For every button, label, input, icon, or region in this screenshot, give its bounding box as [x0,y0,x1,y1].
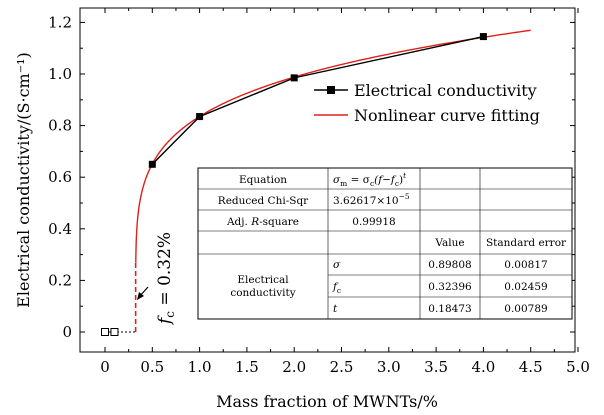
table-value-fc: 0.32396 [428,281,472,293]
data-point [196,113,204,121]
y-tick-label: 0 [62,323,72,341]
y-axis-title: Electrical conductivity/(S·cm⁻¹) [14,52,33,308]
table-col-value: Value [434,237,464,249]
x-tick-label: 1.0 [188,358,212,376]
y-axis-ticks: 0 0.2 0.4 0.6 0.8 1.0 1.2 [48,13,575,341]
table-error-t: 0.00789 [504,303,547,315]
table-error-sigma: 0.00817 [504,259,547,271]
y-tick-label: 0.8 [48,117,72,135]
table-chisq-label: Reduced Chi-Sqr [218,195,309,207]
table-value-sigma: 0.89808 [428,259,471,271]
table-col-error: Standard error [486,237,567,249]
table-param-t: t [333,303,338,315]
table-equation: σm = σc(f−fc)t [333,171,407,188]
x-tick-label: 3.0 [377,358,401,376]
x-tick-label: 4.0 [471,358,495,376]
y-tick-label: 0.2 [48,271,72,289]
legend-label-data: Electrical conductivity [354,81,537,100]
data-point [479,33,487,41]
fit-curve-line [135,29,531,264]
x-tick-label: 0 [100,358,110,376]
legend-item-fit: Nonlinear curve fitting [314,106,540,125]
threshold-annotation: fc = 0.32% [155,232,177,326]
data-series-group [101,33,487,336]
table-adjr-label: Adj. R-square [226,216,299,228]
plot-area [79,7,576,353]
fit-parameters-table: Equation σm = σc(f−fc)t Reduced Chi-Sqr … [197,167,573,320]
legend-item-data: Electrical conductivity [314,81,537,100]
legend-label-fit: Nonlinear curve fitting [354,106,540,125]
table-grid [198,168,572,319]
x-tick-label: 3.5 [424,358,448,376]
threshold-arrow [137,286,149,300]
table-param-sigma: σ [333,259,341,271]
x-tick-label: 4.5 [519,358,543,376]
y-tick-label: 0.4 [48,220,72,238]
below-threshold-point [101,328,109,336]
table-adjr-value: 0.99918 [352,216,395,228]
x-tick-label: 1.5 [235,358,259,376]
x-axis-title: Mass fraction of MWNTs/% [216,392,438,411]
data-series-line [151,35,484,165]
table-group-label-1: Electrical [237,274,289,286]
table-equation-label: Equation [239,174,287,186]
x-tick-label: 2.5 [330,358,354,376]
x-tick-label: 0.5 [140,358,164,376]
data-point [290,74,298,82]
y-tick-label: 1.2 [48,13,72,31]
data-point [148,160,156,168]
fit-curve-group [134,29,531,332]
legend: Electrical conductivity Nonlinear curve … [314,81,540,125]
table-value-t: 0.18473 [428,303,471,315]
x-tick-label: 2.0 [282,358,306,376]
table-error-fc: 0.02459 [504,281,547,293]
x-tick-label: 5.0 [566,358,590,376]
table-chisq-value: 3.62617×10−5 [333,192,410,207]
x-axis-ticks: 0 0.5 1.0 1.5 2.0 2.5 3.0 3.5 4.0 4.5 5.0 [100,8,590,376]
table-param-fc: fc [332,281,341,295]
plot-frame [79,7,576,353]
y-tick-label: 0.6 [48,168,72,186]
below-threshold-point [110,328,119,336]
table-frame [197,167,573,320]
table-group-label-2: conductivity [230,287,295,299]
y-tick-label: 1.0 [48,65,72,83]
